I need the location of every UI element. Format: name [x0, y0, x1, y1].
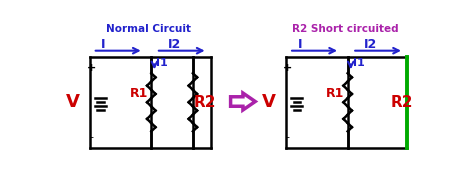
Text: V: V	[262, 93, 276, 111]
Text: R1: R1	[326, 87, 345, 100]
Text: R2 Short circuited: R2 Short circuited	[292, 24, 399, 34]
Text: Normal Circuit: Normal Circuit	[107, 24, 191, 34]
Text: V: V	[66, 93, 80, 111]
Text: -: -	[285, 132, 290, 142]
Text: +: +	[87, 63, 96, 73]
Text: R2: R2	[390, 95, 413, 110]
Text: I: I	[101, 38, 106, 51]
Text: R2: R2	[194, 95, 217, 110]
Text: -: -	[89, 132, 93, 142]
Text: +: +	[283, 63, 292, 73]
Text: I2: I2	[168, 38, 181, 51]
Text: R1: R1	[130, 87, 148, 100]
Text: I: I	[298, 38, 302, 51]
Text: I2: I2	[364, 38, 377, 51]
Text: I1: I1	[156, 58, 168, 68]
Text: I1: I1	[353, 58, 365, 68]
